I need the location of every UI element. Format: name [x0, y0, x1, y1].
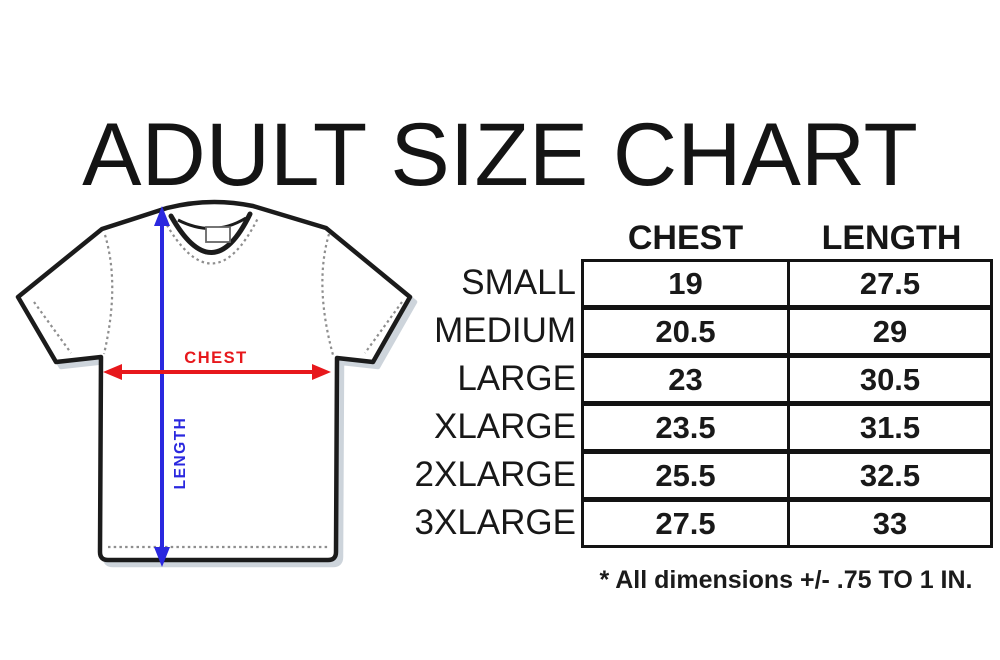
row-label-medium: MEDIUM — [434, 311, 576, 350]
chest-value: 27.5 — [584, 502, 790, 545]
length-value: 29 — [872, 313, 908, 349]
table-row: 20.5 29 — [581, 307, 993, 356]
tshirt-shadow-group — [15, 199, 413, 563]
chest-value: 23 — [584, 358, 790, 401]
chest-arrow: CHEST — [103, 349, 331, 380]
page-title: ADULT SIZE CHART — [82, 103, 918, 204]
row-label-large: LARGE — [457, 359, 576, 398]
tshirt-outline — [15, 199, 413, 563]
table-row: 23 30.5 — [581, 355, 993, 404]
dimensions-tolerance-note: * All dimensions +/- .75 TO 1 IN. — [599, 566, 973, 594]
right-armhole-stitch-dashed — [321, 233, 335, 356]
length-value: 27.5 — [859, 265, 921, 301]
left-armhole-stitch-dashed — [102, 234, 114, 355]
column-header-length: LENGTH — [821, 219, 962, 257]
row-label-2xlarge: 2XLARGE — [414, 455, 576, 494]
collar-front-band-line — [168, 211, 253, 255]
size-table: 19 27.5 20.5 29 23 30.5 23.5 31.5 25.5 3… — [581, 259, 993, 548]
length-value: 31.5 — [859, 409, 921, 445]
chest-value: 25.5 — [584, 454, 790, 497]
neck-tag — [205, 226, 231, 243]
column-header-chest: CHEST — [627, 219, 744, 257]
table-row: 23.5 31.5 — [581, 403, 993, 452]
length-value: 33 — [872, 505, 908, 541]
row-label-xlarge: XLARGE — [434, 407, 576, 446]
chest-value: 19 — [584, 262, 790, 305]
length-arrow: LENGTH — [154, 206, 189, 567]
left-cuff-stitch-dashed — [33, 301, 72, 354]
chest-label: CHEST — [184, 349, 247, 367]
size-row-labels: SMALL MEDIUM LARGE XLARGE 2XLARGE 3XLARG… — [405, 259, 576, 547]
table-row: 25.5 32.5 — [581, 451, 993, 500]
chest-value: 23.5 — [584, 406, 790, 449]
row-label-small: SMALL — [461, 263, 576, 302]
length-value: 32.5 — [859, 457, 921, 493]
collar-stitch-dashed — [163, 217, 259, 265]
right-cuff-stitch-dashed — [364, 301, 403, 354]
length-value: 30.5 — [859, 361, 921, 397]
tshirt-diagram-svg: LENGTH CHEST — [15, 199, 413, 567]
table-row: 19 27.5 — [581, 259, 993, 308]
length-label: LENGTH — [172, 417, 189, 490]
table-row: 27.5 33 — [581, 499, 993, 548]
row-label-3xlarge: 3XLARGE — [414, 503, 576, 542]
tshirt-measurement-diagram: LENGTH CHEST — [0, 180, 450, 590]
chest-value: 20.5 — [584, 310, 790, 353]
